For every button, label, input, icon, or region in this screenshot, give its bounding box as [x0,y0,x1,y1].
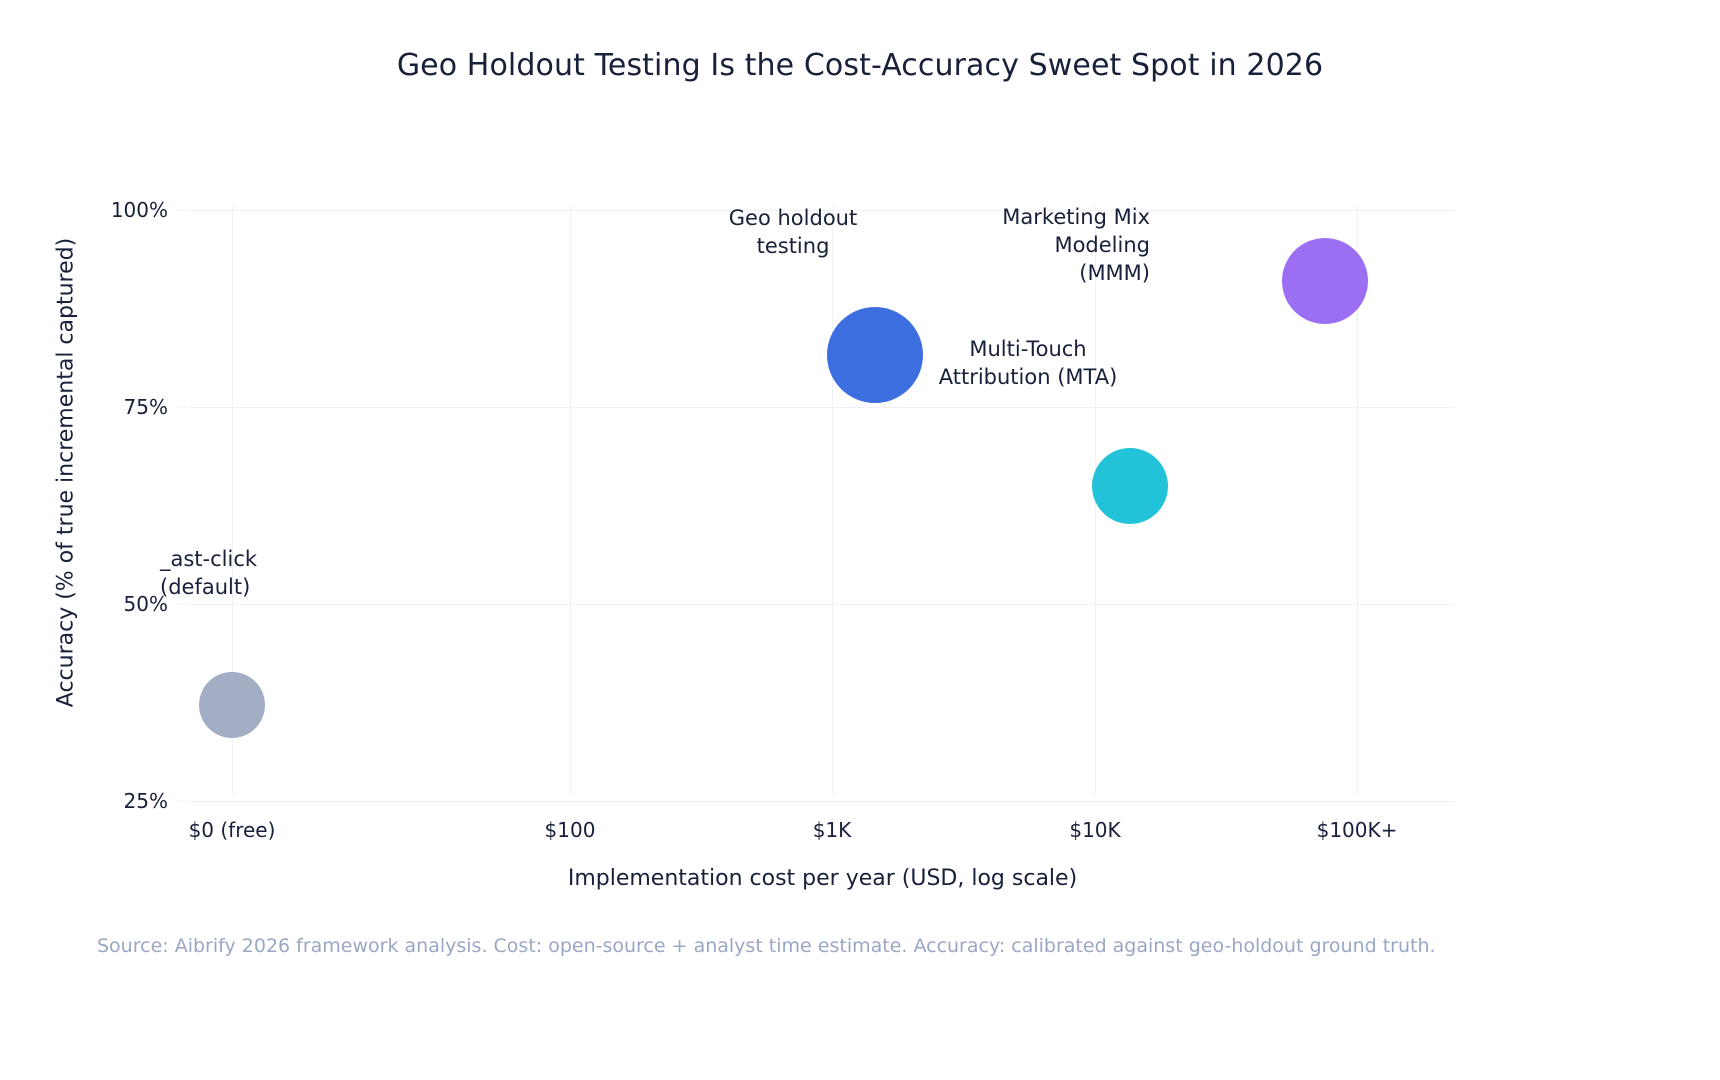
page-title: Geo Holdout Testing Is the Cost-Accuracy… [396,48,1324,83]
gridline-horizontal-100 [190,210,1455,211]
gridline-vertical-2 [832,205,833,795]
gridline-vertical-4 [1357,205,1358,795]
ytick-label-25: 25% [123,789,168,813]
source-note: Source: Aibrify 2026 framework analysis.… [97,935,1436,957]
gridline-horizontal-50 [190,604,1455,605]
point-label-mta: Multi-Touch Attribution (MTA) [938,337,1118,389]
point-label-last-click: _ast-click (default) [160,547,258,599]
bubble-marketing-mix-modeling[interactable] [1282,238,1368,324]
plot-background [190,205,1455,795]
y-axis-title: Accuracy (% of true incremental captured… [53,237,79,708]
ytick-mark-50 [176,603,188,605]
ytick-mark-75 [176,406,188,408]
gridline-horizontal-75 [190,407,1455,408]
xtick-label-3: $10K [1069,818,1121,842]
gridline-vertical-1 [570,205,571,795]
plot-area: _ast-click (default) Geo holdout testing… [160,205,1455,802]
point-label-geo-holdout: Geo holdout testing [728,206,858,258]
gridline-horizontal-25 [190,801,1455,802]
gridline-vertical-0 [232,205,233,795]
ytick-label-75: 75% [123,395,168,419]
bubble-last-click[interactable] [199,672,265,738]
xtick-label-2: $1K [812,818,852,842]
ytick-mark-100 [176,209,188,211]
ytick-label-100: 100% [110,198,168,222]
point-label-mmm: Marketing Mix Modeling (MMM) [1002,205,1150,285]
ytick-label-50: 50% [123,592,168,616]
xtick-label-4: $100K+ [1316,818,1398,842]
xtick-label-0: $0 (free) [188,818,276,842]
ytick-mark-25 [176,800,188,802]
bubble-multi-touch-attribution[interactable] [1092,448,1168,524]
bubble-geo-holdout-testing[interactable] [827,307,923,403]
xtick-label-1: $100 [544,818,596,842]
x-axis-title: Implementation cost per year (USD, log s… [567,866,1078,891]
